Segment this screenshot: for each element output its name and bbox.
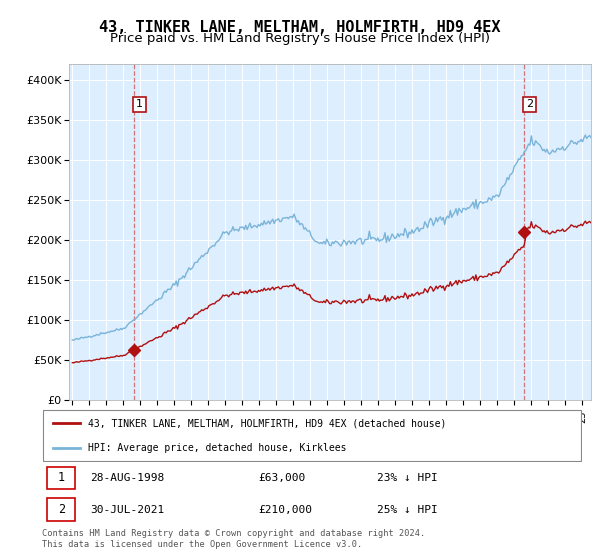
FancyBboxPatch shape <box>43 410 581 461</box>
Text: 43, TINKER LANE, MELTHAM, HOLMFIRTH, HD9 4EX (detached house): 43, TINKER LANE, MELTHAM, HOLMFIRTH, HD9… <box>88 418 446 428</box>
Text: 30-JUL-2021: 30-JUL-2021 <box>91 505 165 515</box>
Text: £210,000: £210,000 <box>258 505 312 515</box>
Text: 1: 1 <box>58 472 65 484</box>
Text: Contains HM Land Registry data © Crown copyright and database right 2024.
This d: Contains HM Land Registry data © Crown c… <box>42 529 425 549</box>
Text: 28-AUG-1998: 28-AUG-1998 <box>91 473 165 483</box>
Text: 43, TINKER LANE, MELTHAM, HOLMFIRTH, HD9 4EX: 43, TINKER LANE, MELTHAM, HOLMFIRTH, HD9… <box>99 20 501 35</box>
FancyBboxPatch shape <box>47 466 76 489</box>
Text: 1: 1 <box>136 100 143 109</box>
Text: 2: 2 <box>58 503 65 516</box>
FancyBboxPatch shape <box>47 498 76 521</box>
Text: HPI: Average price, detached house, Kirklees: HPI: Average price, detached house, Kirk… <box>88 442 346 452</box>
Text: 2: 2 <box>526 100 533 109</box>
Text: £63,000: £63,000 <box>258 473 305 483</box>
Text: Price paid vs. HM Land Registry's House Price Index (HPI): Price paid vs. HM Land Registry's House … <box>110 32 490 45</box>
Text: 23% ↓ HPI: 23% ↓ HPI <box>377 473 437 483</box>
Text: 25% ↓ HPI: 25% ↓ HPI <box>377 505 437 515</box>
